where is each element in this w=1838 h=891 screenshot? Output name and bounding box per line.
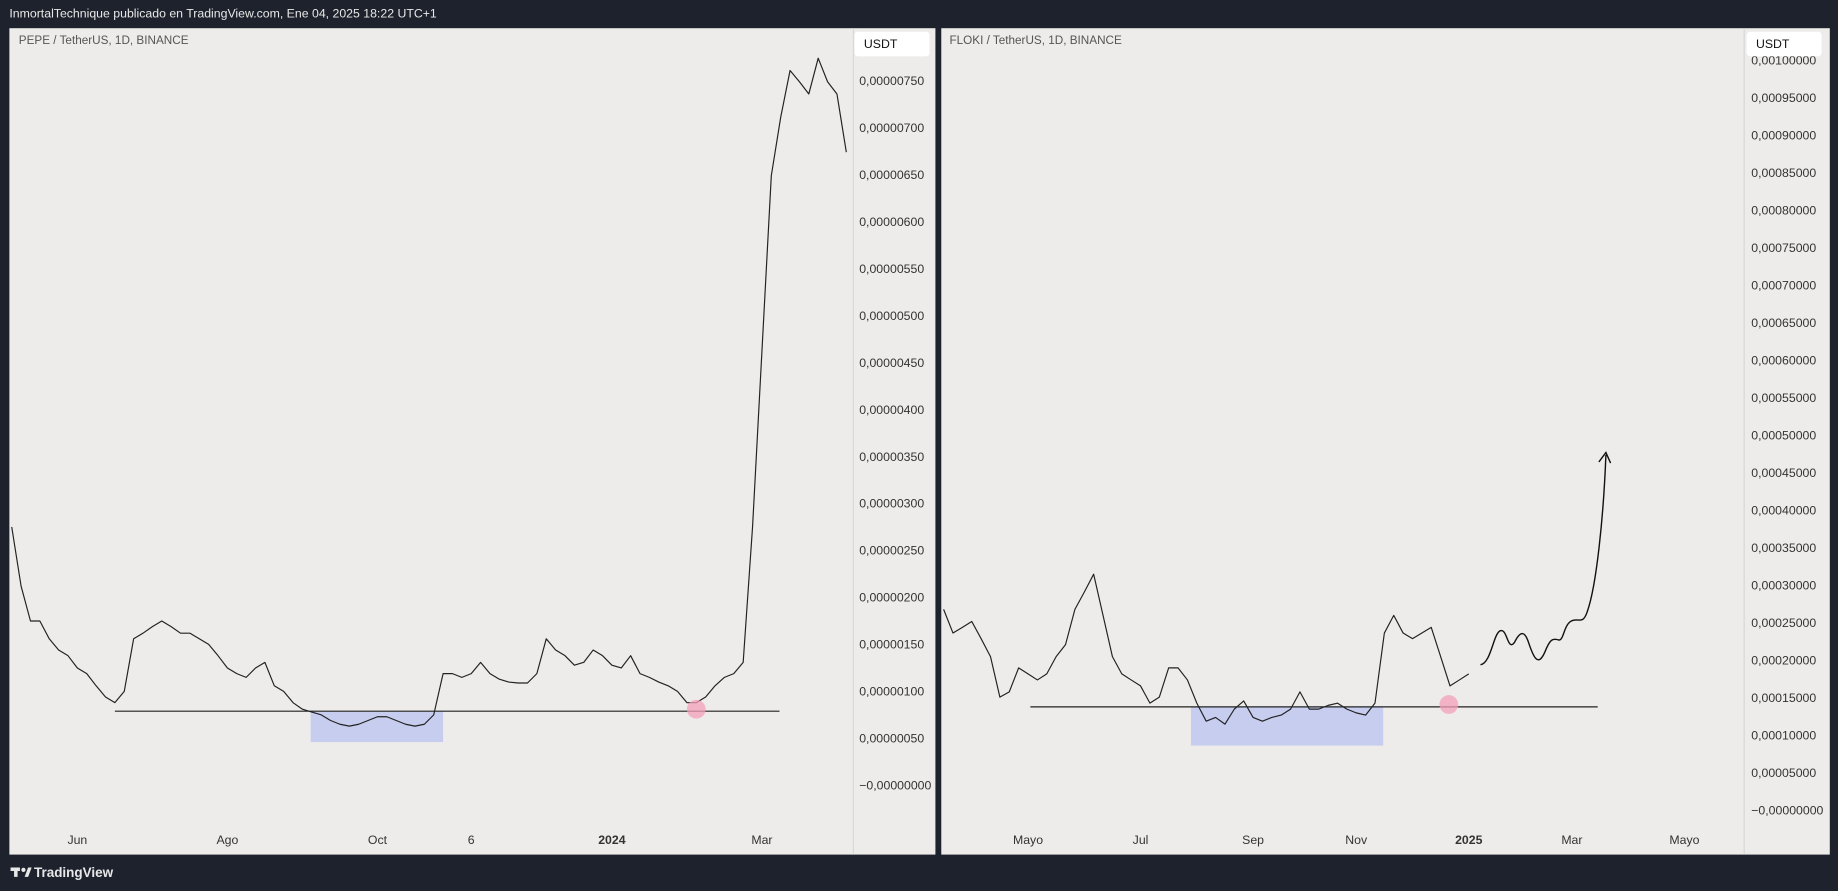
projection-path — [1480, 454, 1607, 666]
x-tick-label: Jun — [67, 833, 87, 847]
brand-logo — [10, 867, 32, 877]
y-tick-label: 0,00000100 — [859, 685, 924, 699]
y-tick-label: 0,00000550 — [859, 262, 924, 276]
projection-arrow — [1598, 451, 1612, 464]
x-tick-label: Mayo — [1013, 833, 1043, 847]
x-tick-label: Jul — [1133, 833, 1149, 847]
y-tick-label: 0,00000600 — [859, 215, 924, 229]
x-tick-label: Oct — [368, 833, 388, 847]
left-pane — [9, 28, 936, 855]
y-tick-label: 0,00025000 — [1751, 616, 1816, 630]
footer-brand: TradingView — [34, 865, 114, 880]
right-pane — [941, 28, 1830, 855]
y-tick-label: 0,00000150 — [859, 638, 924, 652]
x-tick-label: Mar — [751, 833, 772, 847]
y-tick-label: 0,00000350 — [859, 450, 924, 464]
marks — [11, 57, 1598, 727]
y-tick-label: 0,00055000 — [1751, 391, 1816, 405]
y-tick-label: 0,00000500 — [859, 309, 924, 323]
y-tick-label: 0,00015000 — [1751, 691, 1816, 705]
y-tick-label: 0,00030000 — [1751, 578, 1816, 592]
x-tick-label: Sep — [1242, 833, 1264, 847]
y-tick-label: 0,00000250 — [859, 544, 924, 558]
range-box — [310, 711, 444, 743]
y-tick-label: 0,00080000 — [1751, 203, 1816, 217]
y-tick-label: 0,00095000 — [1751, 91, 1816, 105]
x-tick-label: Ago — [216, 833, 238, 847]
y-tick-label: 0,00085000 — [1751, 166, 1816, 180]
x-tick-label: Nov — [1345, 833, 1368, 847]
highlight-circle — [1439, 695, 1459, 714]
x-tick-label: Mar — [1561, 833, 1582, 847]
header-title: InmortalTechnique publicado en TradingVi… — [9, 6, 437, 20]
y-tick-label: 0,00000200 — [859, 591, 924, 605]
range-box — [1190, 706, 1384, 746]
y-tick-label: 0,00000300 — [859, 497, 924, 511]
y-tick-label: −0,00000000 — [1751, 803, 1823, 817]
y-tick-label: 0,00005000 — [1751, 766, 1816, 780]
y-tick-label: 0,00050000 — [1751, 428, 1816, 442]
chart-symbol: FLOKI / TetherUS, 1D, BINANCE — [949, 34, 1122, 47]
x-tick-label: 2025 — [1455, 833, 1483, 847]
y-tick-label: 0,00065000 — [1751, 316, 1816, 330]
y-tick-label: 0,00060000 — [1751, 353, 1816, 367]
y-tick-label: 0,00070000 — [1751, 278, 1816, 292]
highlight-circle — [686, 699, 706, 719]
y-tick-label: 0,00000450 — [859, 356, 924, 370]
y-tick-label: 0,00000050 — [859, 732, 924, 746]
currency-box — [1746, 31, 1822, 57]
y-tick-label: 0,00075000 — [1751, 241, 1816, 255]
y-tick-label: 0,00000650 — [859, 168, 924, 182]
currency-label: USDT — [864, 37, 898, 51]
x-tick-label: 6 — [468, 833, 475, 847]
y-tick-label: 0,00000750 — [859, 74, 924, 88]
price-line — [943, 573, 1470, 725]
x-tick-label: Mayo — [1669, 833, 1699, 847]
x-tick-label: 2024 — [598, 833, 626, 847]
price-line — [11, 57, 847, 727]
y-tick-label: 0,00010000 — [1751, 728, 1816, 742]
y-tick-label: 0,00040000 — [1751, 503, 1816, 517]
y-tick-label: 0,00090000 — [1751, 128, 1816, 142]
y-tick-label: 0,00100000 — [1751, 53, 1816, 67]
y-tick-label: 0,00020000 — [1751, 653, 1816, 667]
y-tick-label: 0,00000700 — [859, 121, 924, 135]
y-tick-label: 0,00045000 — [1751, 466, 1816, 480]
currency-box — [854, 31, 930, 57]
currency-label: USDT — [1756, 37, 1790, 51]
y-tick-label: 0,00000400 — [859, 403, 924, 417]
y-tick-label: 0,00035000 — [1751, 541, 1816, 555]
y-tick-label: −0,00000000 — [859, 779, 931, 793]
chart-symbol: PEPE / TetherUS, 1D, BINANCE — [19, 34, 189, 47]
